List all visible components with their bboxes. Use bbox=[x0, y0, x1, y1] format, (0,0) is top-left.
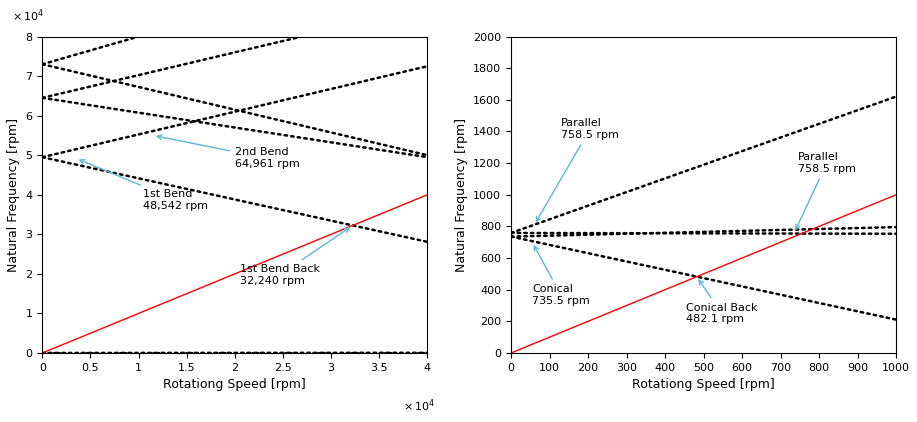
Text: Parallel
758.5 rpm: Parallel 758.5 rpm bbox=[796, 152, 856, 229]
X-axis label: Rotationg Speed [rpm]: Rotationg Speed [rpm] bbox=[632, 378, 775, 391]
Text: $\times\,10^4$: $\times\,10^4$ bbox=[403, 397, 435, 414]
X-axis label: Rotationg Speed [rpm]: Rotationg Speed [rpm] bbox=[163, 378, 306, 391]
Text: 1st Bend
48,542 rpm: 1st Bend 48,542 rpm bbox=[80, 160, 208, 211]
Text: Conical Back
482.1 rpm: Conical Back 482.1 rpm bbox=[686, 280, 757, 324]
Y-axis label: Natural Frequency [rpm]: Natural Frequency [rpm] bbox=[7, 118, 20, 272]
Text: $\times\,10^4$: $\times\,10^4$ bbox=[12, 7, 43, 24]
Y-axis label: Natural Frequency [rpm]: Natural Frequency [rpm] bbox=[455, 118, 468, 272]
Text: 2nd Bend
64,961 rpm: 2nd Bend 64,961 rpm bbox=[158, 135, 300, 169]
Text: Parallel
758.5 rpm: Parallel 758.5 rpm bbox=[536, 118, 619, 222]
Text: 1st Bend Back
32,240 rpm: 1st Bend Back 32,240 rpm bbox=[239, 228, 349, 286]
Text: Conical
735.5 rpm: Conical 735.5 rpm bbox=[532, 246, 590, 306]
